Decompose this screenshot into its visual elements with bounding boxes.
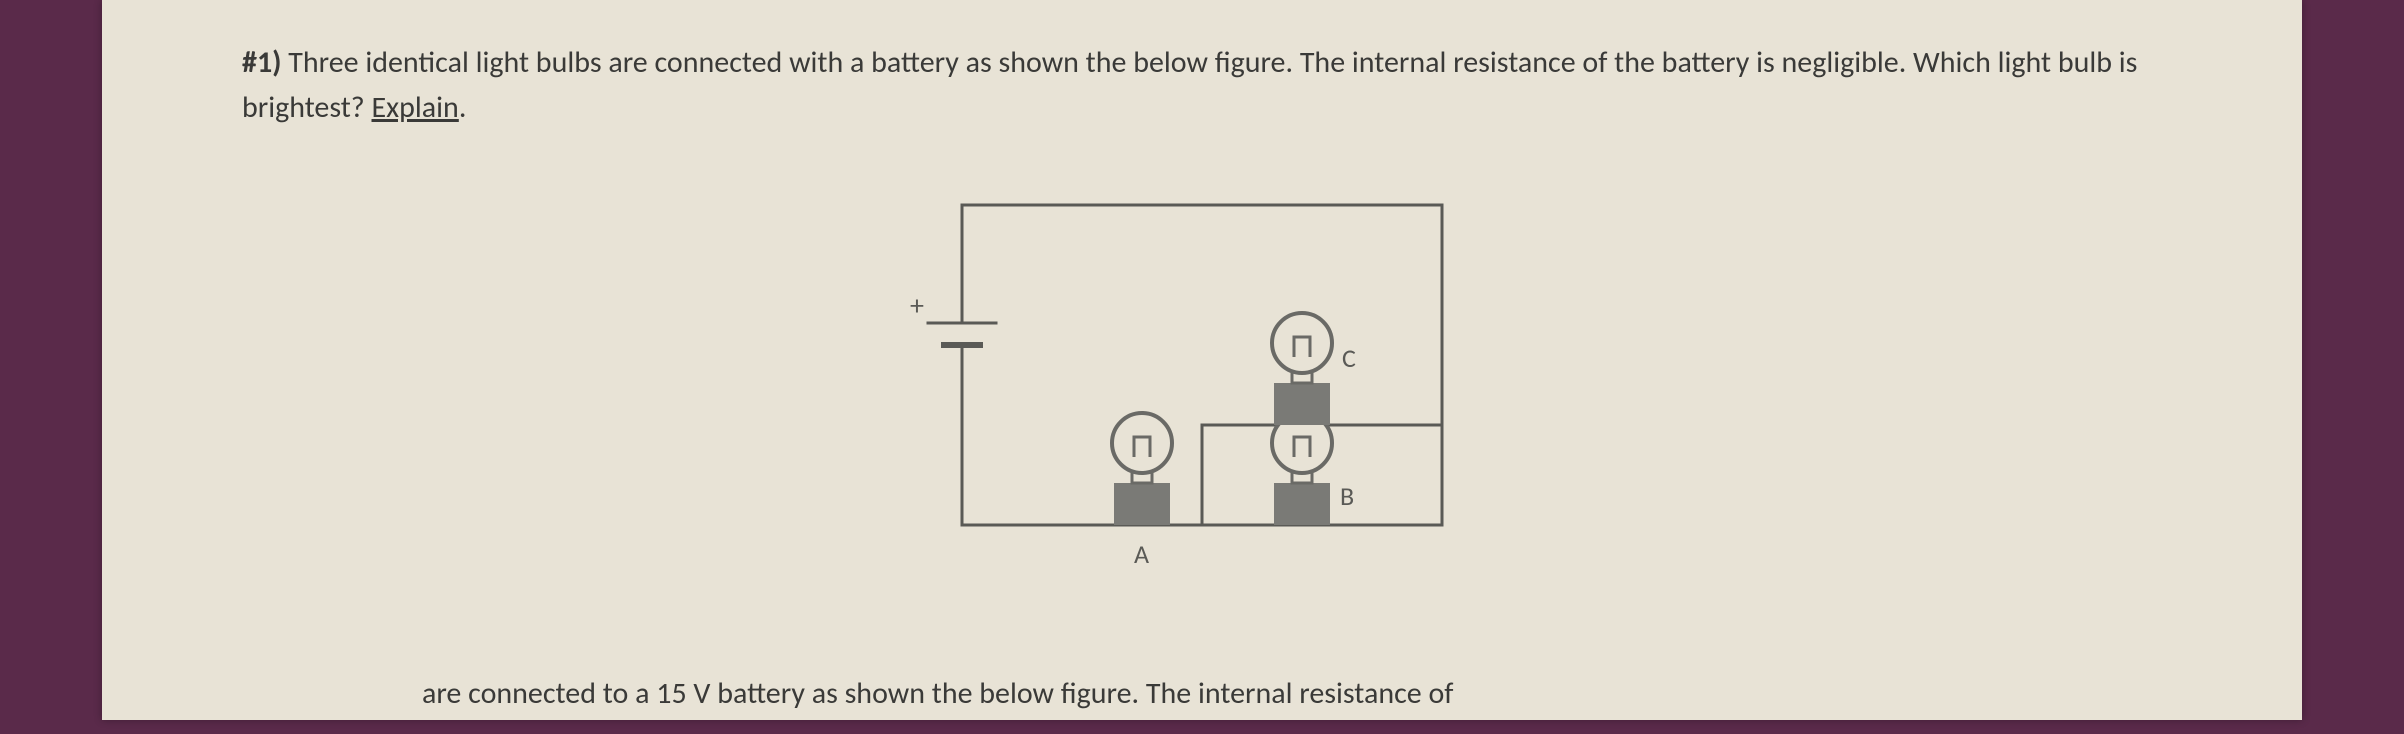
question-number: #1)	[242, 44, 282, 81]
svg-text:B: B	[1340, 480, 1354, 512]
bulb-b-base	[1274, 483, 1330, 525]
bulb-a-base	[1114, 483, 1170, 525]
question-text: Three identical light bulbs are connecte…	[242, 44, 2137, 126]
paper-page: #1) Three identical light bulbs are conn…	[102, 0, 2302, 720]
svg-text:C: C	[1342, 342, 1356, 374]
svg-text:A: A	[1134, 538, 1149, 570]
next-question-fragment: are connected to a 15 V battery as shown…	[422, 675, 1453, 712]
explain-underline: Explain	[372, 89, 459, 126]
question-1: #1) Three identical light bulbs are conn…	[242, 40, 2162, 130]
question-period: .	[459, 89, 467, 126]
bulb-c-base	[1274, 383, 1330, 425]
circuit-figure: + A B C	[882, 185, 1522, 605]
circuit-svg: + A B C	[882, 185, 1522, 605]
svg-text:+: +	[910, 288, 924, 323]
bulb-a-glass	[1112, 413, 1172, 473]
bulb-c-glass	[1272, 313, 1332, 373]
